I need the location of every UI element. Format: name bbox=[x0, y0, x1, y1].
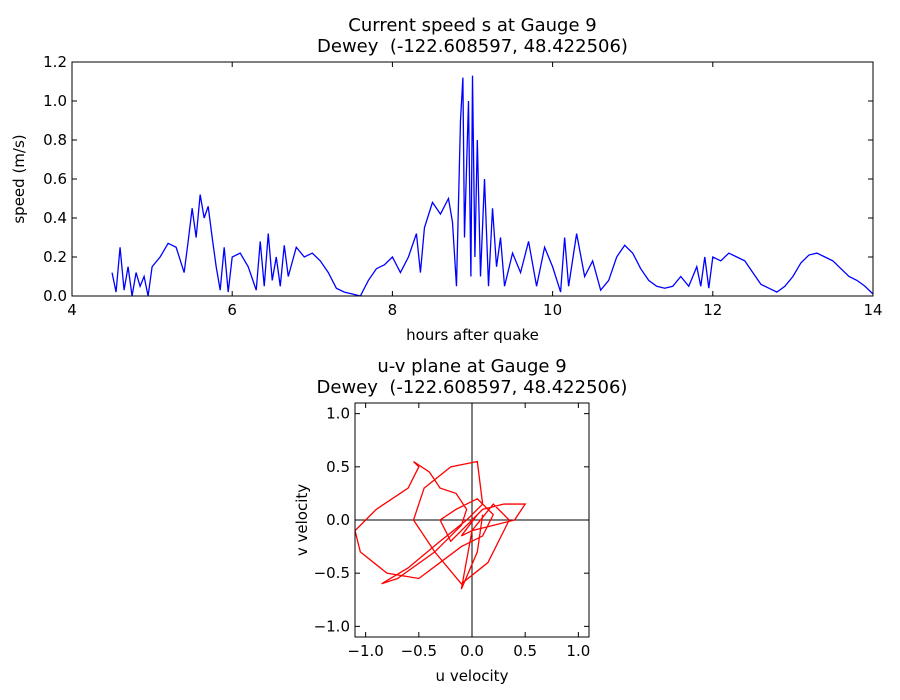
x-tick-label: 6 bbox=[227, 301, 237, 319]
y-tick-label: 0.0 bbox=[326, 511, 350, 529]
x-axis-label: u velocity bbox=[436, 667, 509, 685]
y-tick-label: 1.0 bbox=[43, 92, 67, 110]
y-tick-label: −0.5 bbox=[314, 564, 350, 582]
y-axis-label: v velocity bbox=[293, 484, 311, 556]
chart-title: Dewey (-122.608597, 48.422506) bbox=[317, 377, 628, 398]
x-tick-label: 1.0 bbox=[566, 642, 590, 660]
data-line bbox=[355, 460, 527, 590]
x-tick-label: 12 bbox=[703, 301, 722, 319]
x-tick-label: 14 bbox=[863, 301, 882, 319]
x-tick-label: 4 bbox=[67, 301, 77, 319]
x-axis-label: hours after quake bbox=[406, 326, 539, 344]
chart-title: Current speed s at Gauge 9 bbox=[348, 15, 596, 36]
x-tick-label: 0.5 bbox=[513, 642, 537, 660]
x-tick-label: 10 bbox=[543, 301, 562, 319]
y-axis-label: speed (m/s) bbox=[10, 134, 28, 223]
y-tick-label: −1.0 bbox=[314, 617, 350, 635]
data-line bbox=[111, 75, 873, 296]
y-tick-label: 1.0 bbox=[326, 405, 350, 423]
y-tick-label: 0.0 bbox=[43, 287, 67, 305]
y-tick-label: 0.6 bbox=[43, 170, 67, 188]
x-tick-label: −0.5 bbox=[401, 642, 437, 660]
plot-frame bbox=[71, 61, 874, 297]
y-tick-label: 0.4 bbox=[43, 209, 67, 227]
y-tick-label: 0.2 bbox=[43, 248, 67, 266]
y-tick-label: 0.5 bbox=[326, 458, 350, 476]
x-tick-label: 8 bbox=[388, 301, 398, 319]
x-tick-label: 0.0 bbox=[460, 642, 484, 660]
chart-title: u-v plane at Gauge 9 bbox=[377, 356, 566, 377]
plot-frame bbox=[354, 402, 590, 638]
chart-title: Dewey (-122.608597, 48.422506) bbox=[317, 36, 628, 57]
y-tick-label: 1.2 bbox=[43, 53, 67, 71]
y-tick-label: 0.8 bbox=[43, 131, 67, 149]
x-tick-label: −1.0 bbox=[347, 642, 383, 660]
